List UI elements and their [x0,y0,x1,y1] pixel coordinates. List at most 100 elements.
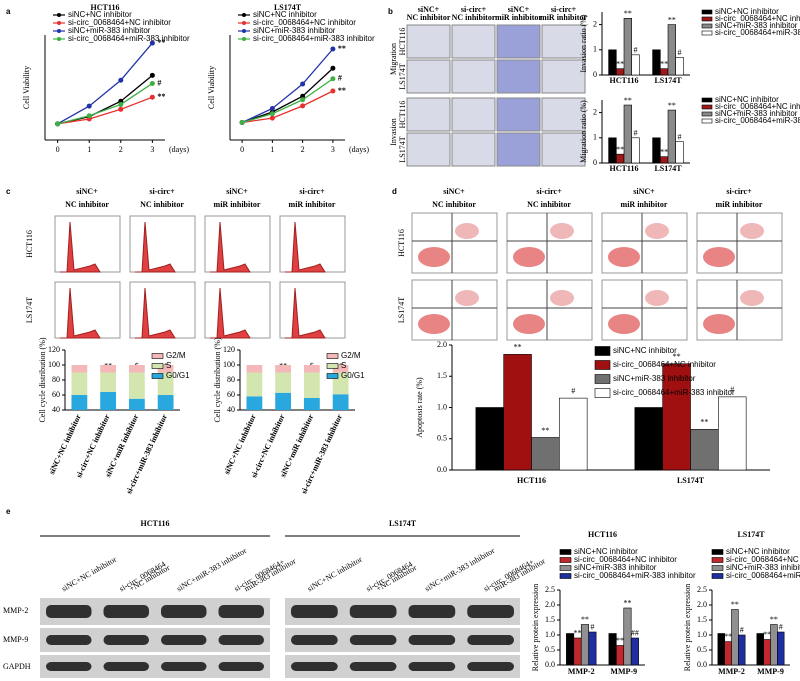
chart-title: LS174T [274,3,302,12]
panel-letter: c [6,187,11,196]
column-header: siNC+ [418,5,440,14]
significance-mark: ** [673,352,681,361]
legend-label: si-circ_0068464+NC inhibitor [68,18,171,27]
significance-mark: # [571,386,575,395]
flow-cloud [740,290,764,306]
histogram-frame [279,281,346,339]
micrograph [451,97,496,132]
bar [608,49,617,76]
bar [630,637,639,666]
flow-cloud [455,223,479,239]
cell-line-title: LS174T [389,519,417,528]
significance-mark: ** [616,60,624,69]
cell-label: HCT116 [398,28,407,56]
blot-band [467,635,514,645]
blot-band [103,662,149,671]
panel-letter: e [6,507,11,516]
column-header: si-circ+ [551,5,577,14]
y-tick-label: 80 [227,375,235,384]
legend-swatch [151,373,164,379]
series-line [242,90,334,124]
chart-title: HCT116 [91,3,120,12]
bar [777,631,785,666]
blot-band [103,635,149,645]
bar [675,141,684,164]
legend-swatch [242,21,246,25]
row-label: LS174T [397,297,406,323]
y-tick-label: 100 [223,360,235,369]
histogram-peak [60,221,101,273]
legend-label: si-circ_0068464+miR-383 inhibitor [253,34,375,43]
legend-swatch [594,374,611,384]
significance-mark: ** [724,632,732,641]
legend-swatch [57,21,61,25]
y-axis-label: Relative protein expression [683,584,692,672]
series-line [57,96,153,125]
legend-label: siNC+NC inhibitor [715,95,779,104]
micrograph [541,132,586,167]
blot-band [467,662,514,671]
y-tick-label: 2.0 [437,340,447,349]
bar-segment [275,372,292,393]
significance-mark: # [678,132,682,141]
legend-swatch [711,565,724,571]
legend-swatch [242,29,246,33]
bar-segment [100,372,117,392]
blot-band [291,662,338,671]
series-line [57,42,153,125]
flow-cloud [645,290,669,306]
protein-label: MMP-9 [3,635,28,644]
column-header: siNC+ [443,187,465,196]
significance-mark: # [678,48,682,57]
micrograph [406,97,451,132]
bar [631,137,640,164]
column-header: siNC+ [76,187,98,196]
bar [503,354,532,471]
x-tick-label: MMP-9 [757,667,784,676]
y-tick-label: 0.0 [437,465,447,474]
legend-label: si-circ_0068464+miR-383 inhibitor [68,34,190,43]
column-header: miR inhibitor [621,200,668,209]
legend-swatch [701,97,713,103]
legend-swatch [242,13,246,17]
y-tick-label: 0.5 [545,645,555,654]
blot-band [291,605,338,618]
column-header: si-circ+ [726,187,752,196]
significance-mark: # [730,385,734,394]
histogram-peak [135,287,176,339]
legend-swatch [559,557,572,563]
column-header: NC inhibitor [452,13,496,22]
blot-band [218,635,264,645]
x-tick-label: 0 [240,145,244,154]
data-point [300,97,306,103]
bar-segment [246,365,263,373]
x-tick-label: HCT116 [517,476,546,485]
legend-label: siNC+NC inhibitor [613,346,677,355]
x-tick-label: 1 [87,145,91,154]
blot-band [408,605,456,618]
significance-mark: ** [574,628,582,637]
legend-label: si-circ_0068464+miR-383 inhibitor [574,571,696,580]
significance-mark: ** [338,44,346,53]
significance-mark: ** [700,418,708,427]
data-point [118,101,124,107]
y-tick-label: 80 [52,375,60,384]
y-tick-label: 60 [227,390,235,399]
blot-band [161,635,207,645]
blot-band [467,605,514,618]
bar [615,68,625,76]
x-tick-label: LS174T [654,164,682,173]
blot-strip [285,655,520,678]
lane-label: siNC+NC inhibitor [60,555,118,594]
bar [690,429,719,471]
micrograph [496,24,541,59]
legend-label: siNC+miR-383 inhibitor [613,374,696,383]
bar-segment [246,372,263,397]
legend-swatch [701,23,713,29]
bar [615,153,625,164]
y-tick-label: 1.0 [437,402,447,411]
x-tick-label: 3 [331,145,335,154]
column-header: NC inhibitor [65,200,109,209]
flow-cloud [740,223,764,239]
column-header: NC inhibitor [432,200,476,209]
